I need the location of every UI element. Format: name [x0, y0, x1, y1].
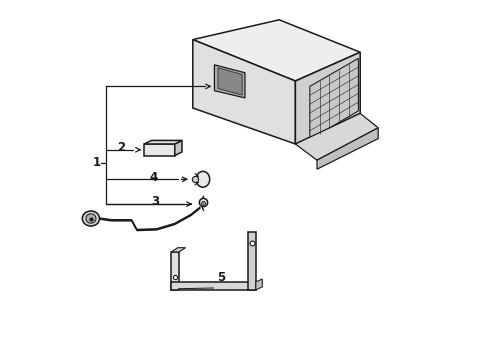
- Ellipse shape: [82, 211, 99, 226]
- Polygon shape: [171, 282, 256, 290]
- Polygon shape: [144, 140, 182, 144]
- Text: 5: 5: [218, 271, 226, 284]
- Polygon shape: [215, 65, 245, 98]
- Polygon shape: [248, 232, 256, 290]
- Text: 1: 1: [92, 156, 100, 169]
- Polygon shape: [175, 140, 182, 156]
- Polygon shape: [171, 248, 186, 252]
- Text: 2: 2: [117, 141, 125, 154]
- Ellipse shape: [86, 214, 96, 223]
- Text: 3: 3: [152, 195, 160, 208]
- Polygon shape: [310, 58, 358, 140]
- Ellipse shape: [196, 171, 210, 187]
- Polygon shape: [193, 20, 360, 81]
- Polygon shape: [295, 113, 378, 160]
- Polygon shape: [144, 144, 175, 156]
- Polygon shape: [193, 40, 295, 144]
- Polygon shape: [295, 52, 360, 144]
- Polygon shape: [171, 252, 179, 290]
- Polygon shape: [317, 128, 378, 169]
- Polygon shape: [256, 279, 262, 290]
- Text: 4: 4: [149, 171, 157, 184]
- Polygon shape: [218, 68, 242, 95]
